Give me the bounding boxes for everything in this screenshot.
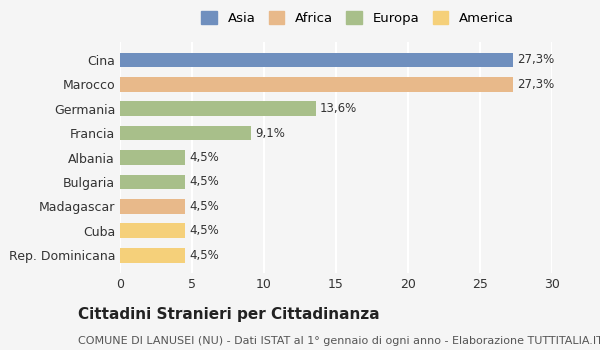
Bar: [120, 102, 316, 116]
Bar: [120, 248, 185, 262]
Legend: Asia, Africa, Europa, America: Asia, Africa, Europa, America: [197, 7, 518, 29]
Bar: [120, 52, 513, 67]
Text: 4,5%: 4,5%: [189, 175, 219, 188]
Text: 4,5%: 4,5%: [189, 200, 219, 213]
Bar: [120, 77, 513, 92]
Text: 4,5%: 4,5%: [189, 224, 219, 237]
Text: 27,3%: 27,3%: [517, 53, 554, 66]
Text: 27,3%: 27,3%: [517, 78, 554, 91]
Text: 4,5%: 4,5%: [189, 151, 219, 164]
Bar: [120, 150, 185, 165]
Bar: [120, 199, 185, 214]
Text: COMUNE DI LANUSEI (NU) - Dati ISTAT al 1° gennaio di ogni anno - Elaborazione TU: COMUNE DI LANUSEI (NU) - Dati ISTAT al 1…: [78, 336, 600, 346]
Text: 13,6%: 13,6%: [320, 102, 358, 115]
Bar: [120, 223, 185, 238]
Text: 9,1%: 9,1%: [256, 127, 285, 140]
Bar: [120, 126, 251, 140]
Text: 4,5%: 4,5%: [189, 248, 219, 262]
Bar: [120, 175, 185, 189]
Text: Cittadini Stranieri per Cittadinanza: Cittadini Stranieri per Cittadinanza: [78, 307, 380, 322]
